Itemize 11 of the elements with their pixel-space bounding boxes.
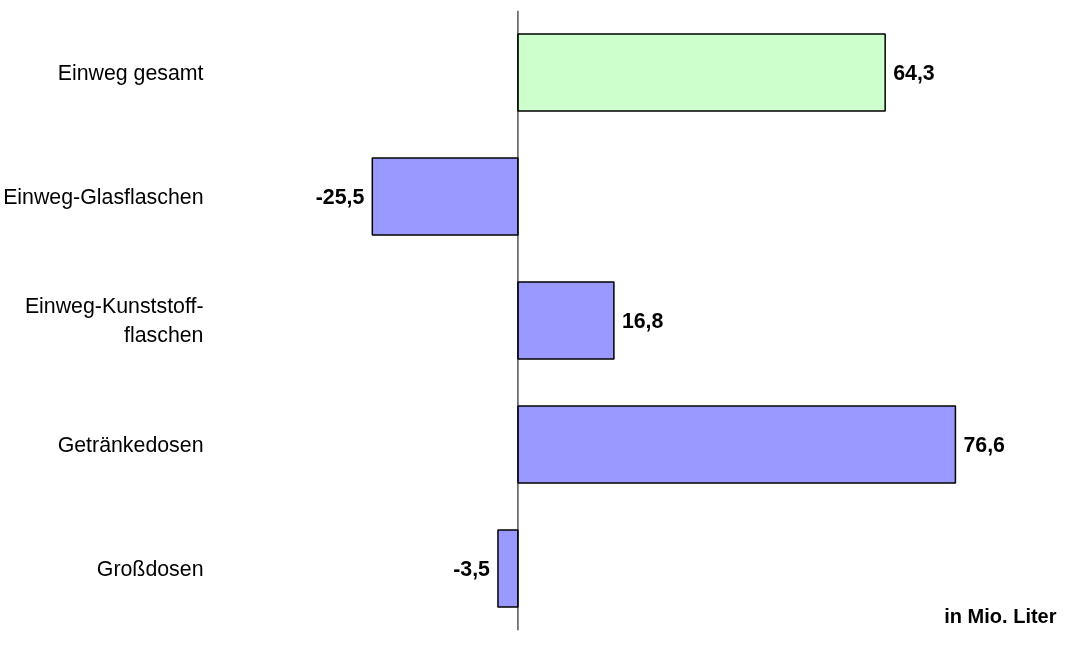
y-tick-label: Einweg-Kunststoff- flaschen [24, 294, 204, 347]
data-label: 64,3 [893, 61, 935, 85]
data-label: 76,6 [963, 433, 1006, 457]
y-tick-label: Einweg gesamt [57, 60, 204, 85]
y-tick-label: Einweg-Glasflaschen [3, 184, 204, 209]
y-tick-label: Großdosen [96, 556, 204, 581]
data-label: -25,5 [315, 185, 365, 209]
y-tick-label: Getränkedosen [57, 432, 204, 457]
annotation: in Mio. Liter [944, 604, 1057, 627]
data-label: -3,5 [453, 557, 491, 581]
data-label: 16,8 [621, 309, 664, 333]
